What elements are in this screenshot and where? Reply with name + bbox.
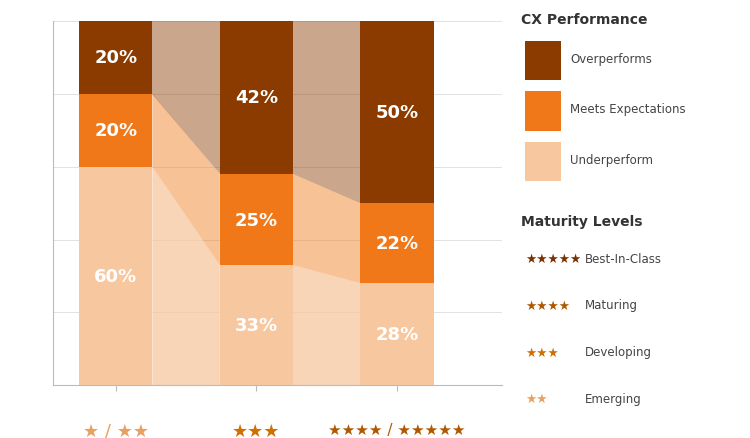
Text: CX Performance: CX Performance <box>521 13 648 27</box>
Text: 33%: 33% <box>235 317 278 335</box>
Text: 28%: 28% <box>376 325 419 343</box>
Bar <box>80 167 152 385</box>
Text: 20%: 20% <box>94 49 137 67</box>
Text: Overperforms: Overperforms <box>570 53 652 66</box>
Text: ★★★★: ★★★★ <box>525 299 570 312</box>
Bar <box>361 22 434 204</box>
Text: Underperform: Underperform <box>570 153 653 166</box>
Text: ★★★: ★★★ <box>525 346 559 359</box>
Text: 60%: 60% <box>94 267 137 286</box>
Bar <box>80 22 152 95</box>
Bar <box>80 95 152 167</box>
Polygon shape <box>152 22 220 175</box>
Polygon shape <box>293 22 361 204</box>
Polygon shape <box>152 95 220 265</box>
Bar <box>220 22 293 175</box>
Polygon shape <box>293 265 361 385</box>
Bar <box>361 284 434 385</box>
Bar <box>361 204 434 284</box>
Text: 22%: 22% <box>376 235 419 253</box>
Text: Maturity Levels: Maturity Levels <box>521 215 643 229</box>
Text: ★★★: ★★★ <box>232 422 280 438</box>
Polygon shape <box>152 167 220 385</box>
Bar <box>220 175 293 265</box>
Text: ★★: ★★ <box>525 392 548 406</box>
Text: ★★★★ / ★★★★★: ★★★★ / ★★★★★ <box>328 422 466 437</box>
Text: ★★★★★: ★★★★★ <box>525 252 581 265</box>
Text: 50%: 50% <box>376 104 419 122</box>
Text: Best-In-Class: Best-In-Class <box>585 252 662 265</box>
Text: Maturing: Maturing <box>585 299 638 312</box>
Text: Emerging: Emerging <box>585 392 642 406</box>
Polygon shape <box>293 175 361 284</box>
Text: 42%: 42% <box>235 89 278 107</box>
Bar <box>220 265 293 385</box>
Text: ★ / ★★: ★ / ★★ <box>82 422 148 438</box>
Text: 20%: 20% <box>94 122 137 140</box>
Text: Developing: Developing <box>585 346 652 359</box>
Text: Meets Expectations: Meets Expectations <box>570 103 686 116</box>
Text: 25%: 25% <box>235 211 278 229</box>
